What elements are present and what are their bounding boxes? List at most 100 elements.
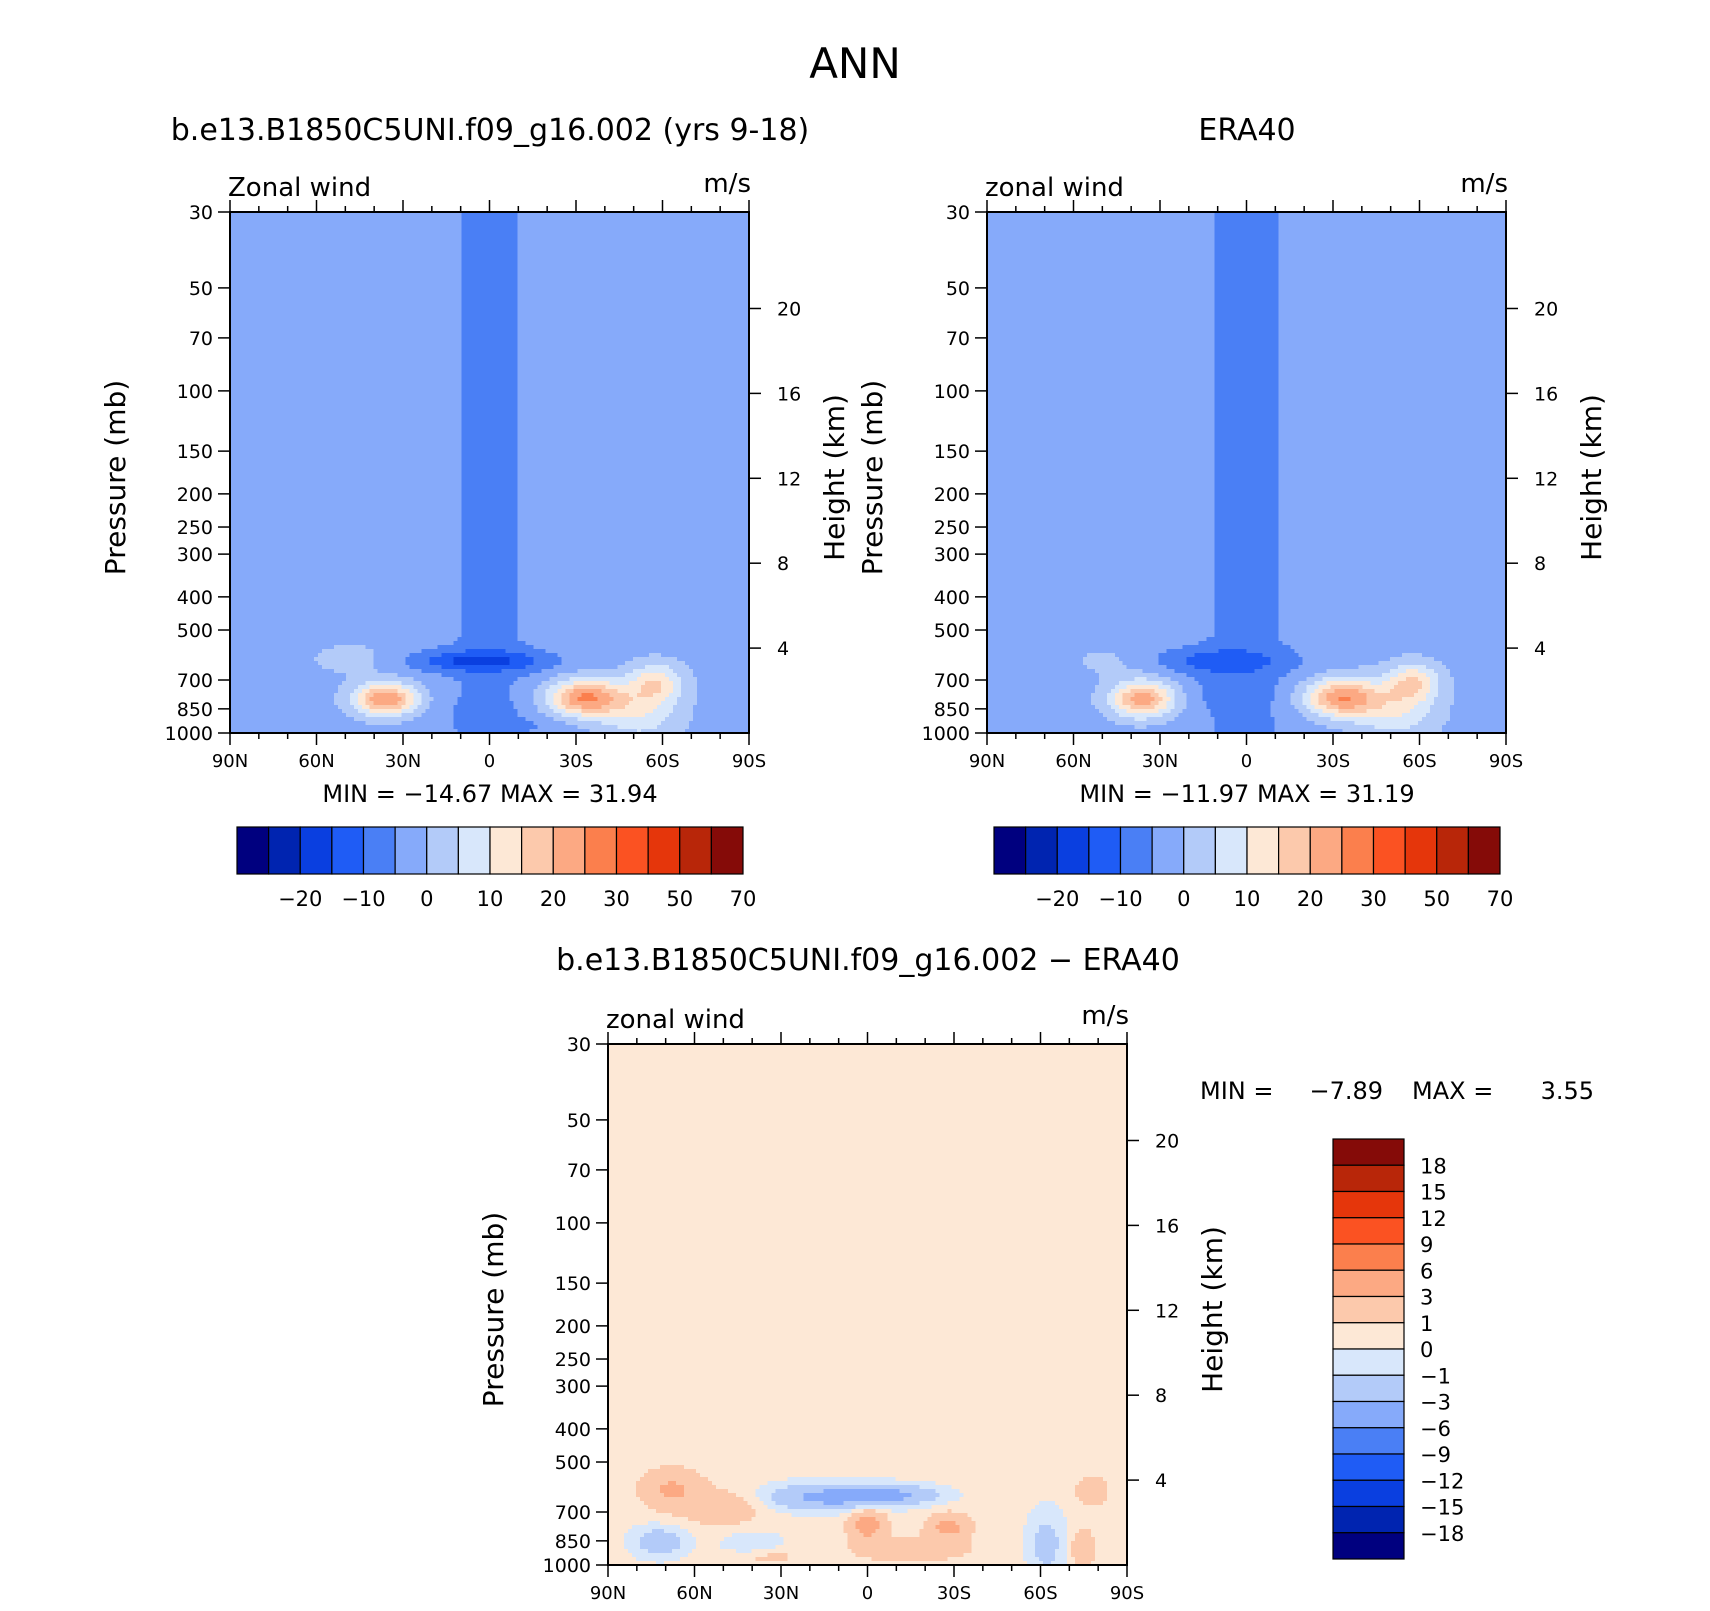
field-cell xyxy=(274,260,279,265)
field-cell xyxy=(442,328,447,333)
field-cell xyxy=(238,232,243,237)
field-cell xyxy=(302,216,307,221)
field-cell xyxy=(505,252,510,257)
field-cell xyxy=(597,244,602,249)
field-cell xyxy=(378,260,383,265)
field-cell xyxy=(362,260,367,265)
field-cell xyxy=(525,220,530,225)
field-cell xyxy=(406,320,411,325)
field-cell xyxy=(625,252,630,257)
field-cell xyxy=(713,324,718,329)
field-cell xyxy=(565,220,570,225)
field-cell xyxy=(693,284,698,289)
field-cell xyxy=(625,244,630,249)
field-cell xyxy=(362,216,367,221)
field-cell xyxy=(729,268,734,273)
field-cell xyxy=(689,216,694,221)
field-cell xyxy=(525,312,530,317)
field-cell xyxy=(430,244,435,249)
field-cell xyxy=(533,256,538,261)
field-cell xyxy=(641,284,646,289)
field-cell xyxy=(649,244,654,249)
field-cell xyxy=(533,292,538,297)
field-cell xyxy=(553,232,558,237)
field-cell xyxy=(370,224,375,229)
field-cell xyxy=(290,292,295,297)
field-cell xyxy=(258,324,263,329)
field-cell xyxy=(541,268,546,273)
field-cell xyxy=(430,248,435,253)
field-cell xyxy=(266,300,271,305)
field-cell xyxy=(358,320,363,325)
field-cell xyxy=(306,248,311,253)
field-cell xyxy=(701,276,706,281)
field-cell xyxy=(613,284,618,289)
field-cell xyxy=(326,296,331,301)
field-cell xyxy=(354,328,359,333)
field-cell xyxy=(557,216,562,221)
field-cell xyxy=(366,292,371,297)
field-cell xyxy=(274,320,279,325)
field-cell xyxy=(677,304,682,309)
field-cell xyxy=(450,304,455,309)
field-cell xyxy=(262,232,267,237)
field-cell xyxy=(513,316,518,321)
field-cell xyxy=(685,316,690,321)
field-cell xyxy=(529,304,534,309)
field-cell xyxy=(462,244,467,249)
field-cell xyxy=(553,328,558,333)
field-cell xyxy=(697,304,702,309)
field-cell xyxy=(354,224,359,229)
field-cell xyxy=(561,300,566,305)
field-cell xyxy=(505,268,510,273)
field-cell xyxy=(529,328,534,333)
field-cell xyxy=(322,280,327,285)
field-cell xyxy=(362,312,367,317)
field-cell xyxy=(246,292,251,297)
field-cell xyxy=(717,256,722,261)
field-cell xyxy=(350,304,355,309)
field-cell xyxy=(338,288,343,293)
field-cell xyxy=(250,240,255,245)
field-cell xyxy=(490,244,495,249)
field-cell xyxy=(713,244,718,249)
field-cell xyxy=(553,308,558,313)
field-cell xyxy=(549,264,554,269)
field-cell xyxy=(346,252,351,257)
field-cell xyxy=(673,236,678,241)
field-cell xyxy=(657,324,662,329)
field-cell xyxy=(402,288,407,293)
field-cell xyxy=(569,296,574,301)
field-cell xyxy=(521,252,526,257)
field-cell xyxy=(729,312,734,317)
field-cell xyxy=(653,312,658,317)
field-cell xyxy=(290,316,295,321)
field-cell xyxy=(581,324,586,329)
field-cell xyxy=(462,264,467,269)
field-cell xyxy=(681,260,686,265)
field-cell xyxy=(438,228,443,233)
field-cell xyxy=(657,320,662,325)
field-cell xyxy=(605,268,610,273)
field-cell xyxy=(246,308,251,313)
field-cell xyxy=(418,312,423,317)
field-cell xyxy=(625,324,630,329)
field-cell xyxy=(565,260,570,265)
field-cell xyxy=(462,268,467,273)
field-cell xyxy=(454,228,459,233)
field-cell xyxy=(362,224,367,229)
field-cell xyxy=(434,296,439,301)
field-cell xyxy=(677,264,682,269)
field-cell xyxy=(322,232,327,237)
field-cell xyxy=(378,324,383,329)
field-cell xyxy=(370,244,375,249)
field-cell xyxy=(513,244,518,249)
field-cell xyxy=(410,296,415,301)
field-cell xyxy=(661,216,666,221)
field-cell xyxy=(557,224,562,229)
field-cell xyxy=(621,280,626,285)
field-cell xyxy=(581,300,586,305)
field-cell xyxy=(517,256,522,261)
field-cell xyxy=(370,284,375,289)
